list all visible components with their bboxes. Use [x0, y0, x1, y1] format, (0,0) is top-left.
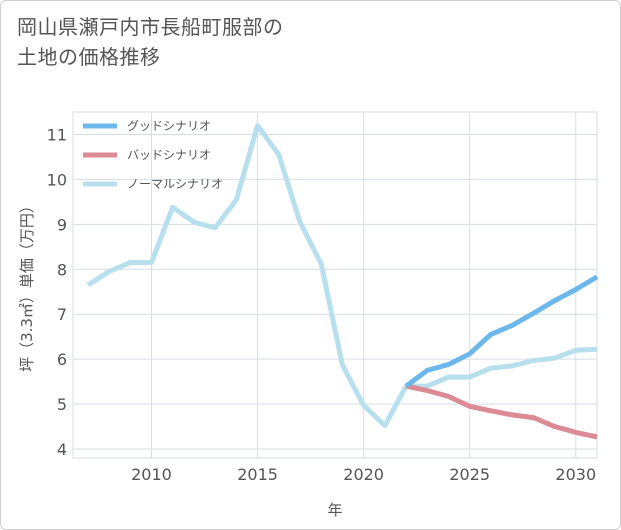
y-tick-label: 9 — [57, 215, 67, 234]
legend-label-2: ノーマルシナリオ — [127, 177, 223, 191]
x-axis-label: 年 — [327, 501, 342, 519]
x-tick-label: 2015 — [237, 465, 278, 484]
y-tick-label: 10 — [47, 170, 67, 189]
y-tick-label: 8 — [57, 260, 67, 279]
y-tick-label: 11 — [47, 125, 67, 144]
x-tick-label: 2020 — [343, 465, 384, 484]
chart-title-line-1: 岡山県瀬戸内市長船町服部の — [17, 15, 284, 39]
series-line-1 — [405, 383, 598, 440]
chart-title-line-2: 土地の価格推移 — [17, 45, 161, 69]
y-tick-label: 5 — [57, 395, 67, 414]
x-tick-label: 2030 — [555, 465, 596, 484]
series-lines — [86, 123, 599, 440]
legend-label-0: グッドシナリオ — [127, 119, 211, 133]
y-tick-label: 4 — [57, 440, 67, 459]
y-tick-label: 6 — [57, 350, 67, 369]
chart-title: 岡山県瀬戸内市長船町服部の 土地の価格推移 — [17, 12, 377, 72]
y-axis-label: 坪（3.3㎡）単価（万円） — [18, 198, 36, 372]
x-tick-label: 2025 — [449, 465, 490, 484]
legend-label-1: バッドシナリオ — [127, 148, 211, 162]
y-tick-label: 7 — [57, 305, 67, 324]
series-line-0 — [404, 274, 599, 389]
plot-area — [72, 111, 598, 459]
tick-labels: 2010 2015 2020 2025 2030 4 5 6 7 8 9 10 11 — [47, 125, 597, 484]
grid-lines — [72, 111, 598, 459]
series-line-2 — [86, 123, 598, 429]
x-tick-label: 2010 — [131, 465, 172, 484]
